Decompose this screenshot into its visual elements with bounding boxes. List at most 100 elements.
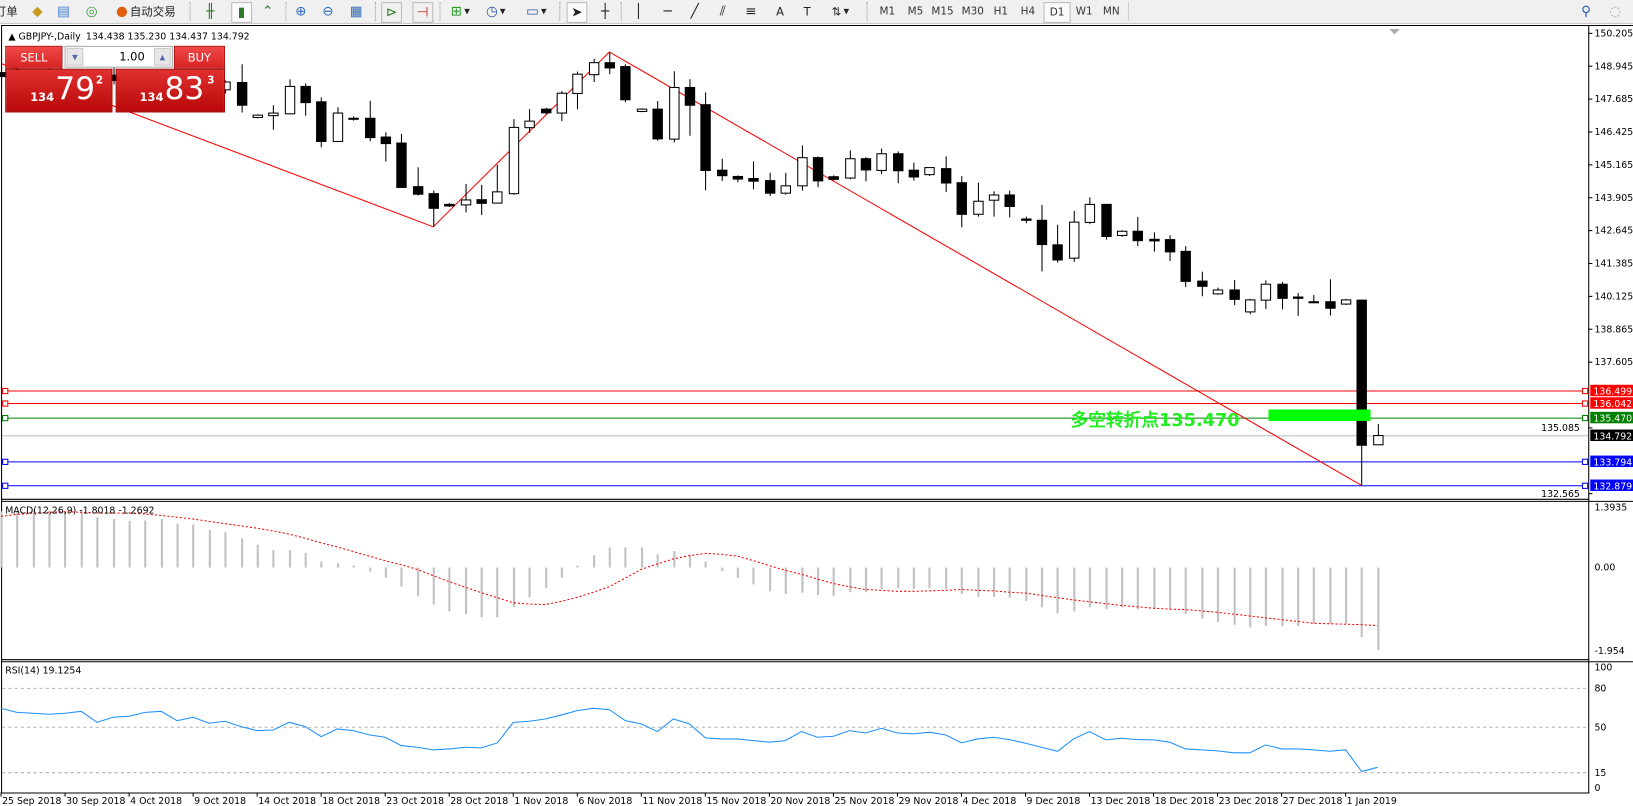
candle [268, 105, 279, 130]
candle-body-bearish [412, 186, 424, 195]
price-tag-label: 134.792 [1593, 431, 1632, 442]
text-label-icon[interactable]: T [803, 4, 811, 19]
crosshair-icon[interactable]: ┼ [600, 3, 610, 20]
auto-trading-label: 自动交易 [129, 5, 176, 19]
level-handle-icon[interactable] [1581, 400, 1589, 407]
level-handle-icon[interactable] [1581, 387, 1589, 395]
lots-input[interactable]: ▼ 1.00 ▲ [64, 45, 173, 68]
community-icon[interactable]: ◌ [1609, 3, 1622, 20]
candle-body-bullish [924, 167, 935, 176]
toolbar: 订单 ◆ ▤ ◎ ● 自动交易 ╫ ▮ ⌃ ⊕ ⊖ ▦ ⊳ ⊣ ⊞▼ ◷▼ ▭▼… [0, 0, 1633, 24]
candle-body-bearish [396, 142, 407, 188]
zoom-out-icon[interactable]: ⊖ [322, 3, 334, 20]
level-handle-icon[interactable] [1581, 482, 1589, 489]
trendline-icon[interactable]: ╱ [690, 3, 699, 20]
candle [556, 91, 568, 122]
candle [1036, 204, 1048, 272]
arrows-dropdown[interactable]: ⇅ ▼ [825, 2, 856, 21]
candle-body-bullish [780, 185, 791, 194]
level-handle-icon[interactable] [2, 482, 9, 489]
candlestick-chart-icon[interactable]: ▮ [231, 2, 253, 23]
level-handle-icon[interactable] [1581, 414, 1589, 422]
sell-price[interactable]: 134 79 2 [5, 68, 113, 113]
search-icon[interactable]: ⚲ [1581, 3, 1592, 20]
timeframe-mn[interactable]: MN [1102, 5, 1120, 18]
candle-body-bearish [380, 136, 392, 145]
symbol-label: GBPJPY-,Daily [19, 32, 82, 43]
zigzag-line[interactable] [0, 51, 1362, 486]
candle [812, 156, 824, 188]
candle [1021, 216, 1032, 224]
timeframe-m30[interactable]: M30 [961, 5, 984, 18]
timeframe-m15[interactable]: M15 [931, 5, 954, 18]
candle [1116, 230, 1128, 237]
templates-dropdown[interactable]: ▭ ▼ [521, 2, 552, 21]
candle [732, 175, 744, 183]
candle [1260, 280, 1272, 310]
timeframe-m1[interactable]: M1 [879, 5, 896, 18]
date-label: 30 Sep 2018 [66, 796, 125, 806]
zoom-in-icon[interactable]: ⊕ [295, 3, 307, 20]
candle [396, 133, 407, 188]
candle-body-bearish [1277, 283, 1288, 299]
candle [332, 107, 344, 143]
bar-chart-icon[interactable]: ╫ [206, 3, 215, 20]
candle [652, 101, 663, 141]
candle-body-bearish [604, 62, 615, 69]
candle [1373, 424, 1384, 446]
buy-price[interactable]: 134 83 3 [115, 68, 225, 113]
auto-scroll-icon[interactable]: ⊳ [381, 2, 402, 23]
candle [428, 190, 439, 227]
candle-body-bearish [1149, 238, 1160, 242]
buy-button[interactable]: BUY [173, 45, 225, 69]
timeframe-h1[interactable]: H1 [993, 5, 1009, 18]
new-order-button[interactable]: 订单 [0, 2, 22, 21]
tile-windows-icon[interactable]: ▦ [349, 3, 363, 20]
collapse-triangle-icon[interactable]: ▲ [8, 32, 18, 43]
candle [636, 108, 648, 113]
fibonacci-icon[interactable]: ≡ [745, 3, 757, 20]
signals-icon[interactable]: ◎ [85, 3, 98, 20]
candle-body-bullish [1084, 203, 1096, 223]
cursor-icon[interactable]: ➤ [566, 2, 588, 23]
candle [700, 92, 711, 191]
chart-shift-icon[interactable]: ⊣ [412, 2, 434, 23]
candle-body-bullish [268, 112, 279, 117]
date-label: 28 Oct 2018 [450, 796, 508, 806]
auto-trading-button[interactable]: ● 自动交易 [108, 2, 183, 21]
lots-decrease-icon[interactable]: ▼ [66, 47, 84, 66]
timeframe-w1[interactable]: W1 [1075, 5, 1093, 18]
date-label: 25 Sep 2018 [2, 796, 61, 806]
candle [348, 116, 359, 121]
date-label: 23 Oct 2018 [386, 796, 444, 806]
level-handle-icon[interactable] [2, 414, 9, 422]
date-label: 18 Oct 2018 [322, 796, 380, 806]
chart-shift-marker-icon[interactable] [1389, 29, 1400, 35]
level-handle-icon[interactable] [1581, 458, 1589, 465]
lots-increase-icon[interactable]: ▲ [154, 47, 171, 66]
candle-body-bearish [620, 66, 631, 101]
timeframe-m5[interactable]: M5 [907, 5, 924, 18]
candle-body-bearish [1036, 219, 1048, 246]
candle [1084, 197, 1096, 225]
horizontal-line-icon[interactable]: ─ [663, 3, 672, 20]
level-handle-icon[interactable] [2, 387, 9, 395]
price-tag [1590, 429, 1633, 442]
date-label: 29 Nov 2018 [898, 796, 958, 806]
vertical-line-icon[interactable]: │ [634, 3, 643, 20]
navigator-icon[interactable]: ◆ [32, 3, 43, 20]
level-handle-icon[interactable] [2, 458, 9, 465]
text-icon[interactable]: A [776, 4, 784, 19]
data-window-icon[interactable]: ▤ [57, 3, 70, 20]
timeframe-d1[interactable]: D1 [1043, 2, 1071, 23]
clock-icon: ◷ [485, 3, 498, 20]
line-chart-icon[interactable]: ⌃ [261, 3, 274, 20]
level-handle-icon[interactable] [2, 400, 9, 407]
equidistant-channel-icon[interactable]: ⫽ [719, 3, 726, 20]
timeframe-h4[interactable]: H4 [1020, 5, 1036, 18]
indicators-dropdown[interactable]: ⊞ ▼ [446, 2, 475, 21]
candle [1149, 232, 1160, 252]
sell-button[interactable]: SELL [5, 45, 63, 69]
periods-dropdown[interactable]: ◷ ▼ [481, 2, 510, 21]
